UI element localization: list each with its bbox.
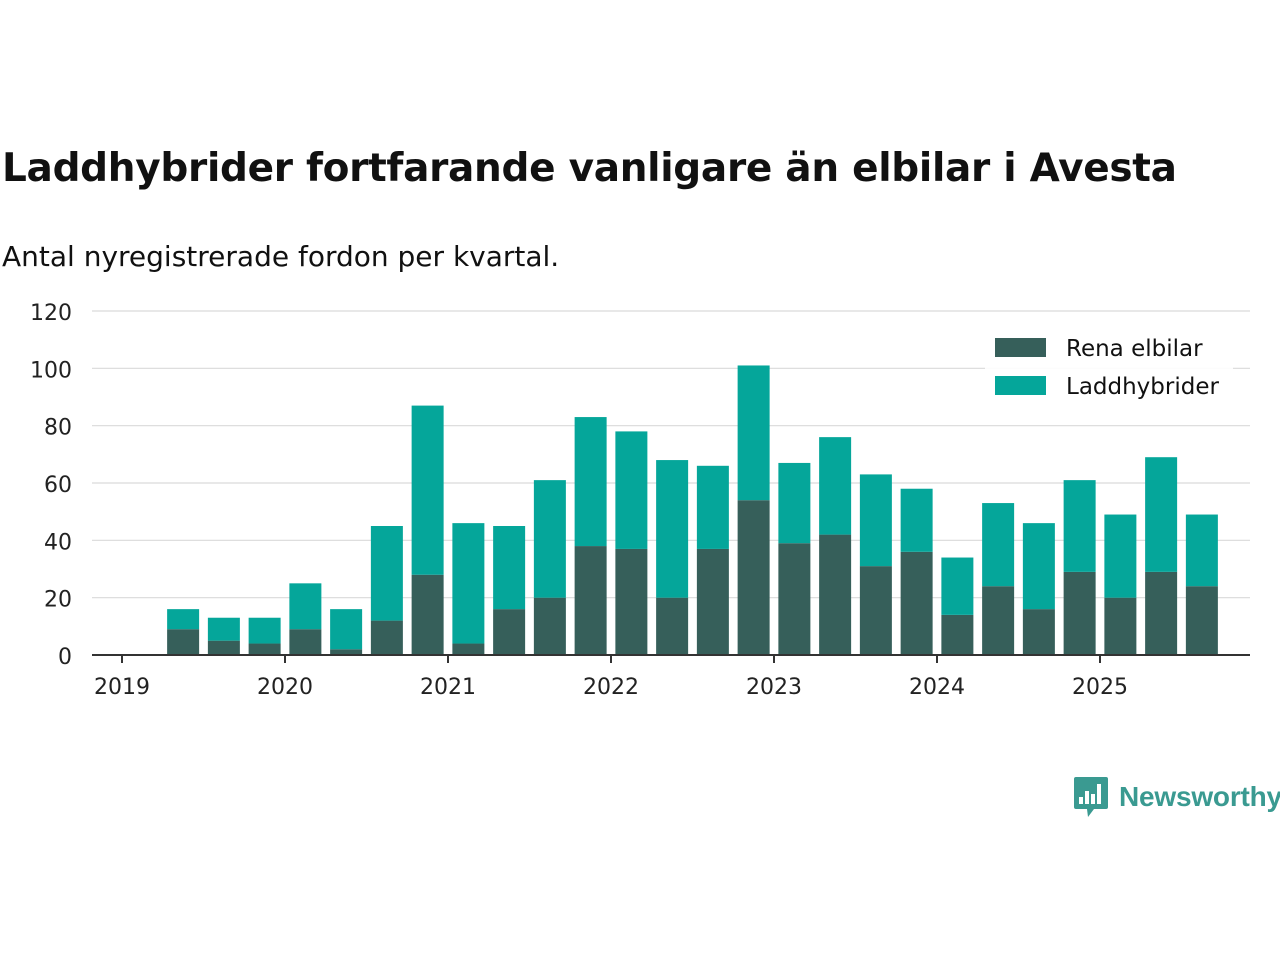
bar-laddhybrider (370, 526, 403, 621)
brand-name: Newsworthy (1119, 781, 1280, 812)
bar-laddhybrider (452, 523, 485, 644)
newsworthy-icon (1074, 777, 1108, 817)
bar-rena-elbilar (696, 548, 729, 655)
chart-subtitle: Antal nyregistrerade fordon per kvartal. (2, 240, 560, 273)
bar-laddhybrider (819, 437, 852, 535)
chart-title: Laddhybrider fortfarande vanligare än el… (2, 146, 1177, 191)
bar-laddhybrider (941, 557, 974, 615)
legend-label: Rena elbilar (1066, 336, 1203, 362)
legend: Rena elbilar Laddhybrider (985, 328, 1233, 406)
legend-label: Laddhybrider (1066, 374, 1219, 400)
bar-laddhybrider (696, 465, 729, 549)
y-tick-label: 120 (30, 301, 72, 326)
legend-swatch (995, 338, 1046, 357)
bar-rena-elbilar (330, 649, 363, 655)
bar-laddhybrider (1185, 514, 1218, 587)
bar-rena-elbilar (411, 574, 444, 655)
x-tick-label: 2024 (909, 675, 965, 700)
bar-rena-elbilar (859, 566, 892, 655)
x-tick-label: 2025 (1072, 675, 1128, 700)
x-tick-label: 2020 (257, 675, 313, 700)
x-tick-label: 2022 (583, 675, 639, 700)
legend-swatch (995, 376, 1046, 395)
bar-laddhybrider (411, 405, 444, 575)
bar-laddhybrider (1022, 523, 1055, 610)
x-tick-label: 2021 (420, 675, 476, 700)
bar-laddhybrider (493, 526, 526, 610)
bar-laddhybrider (248, 617, 281, 644)
bar-rena-elbilar (248, 643, 281, 655)
x-axis: 2019 2020 2021 2022 2023 2024 2025 (92, 654, 1250, 700)
bar-rena-elbilar (289, 629, 322, 655)
bar-laddhybrider (615, 431, 648, 549)
bar-rena-elbilar (941, 614, 974, 655)
bar-laddhybrider (778, 462, 811, 544)
bar-rena-elbilar (370, 620, 403, 655)
bar-laddhybrider (289, 583, 322, 630)
y-tick-label: 20 (44, 588, 72, 613)
bar-rena-elbilar (493, 609, 526, 655)
bar-rena-elbilar (533, 597, 566, 655)
bar-laddhybrider (533, 480, 566, 598)
y-axis: 0 20 40 60 80 100 120 (30, 301, 72, 670)
bar-rena-elbilar (1185, 586, 1218, 655)
bar-laddhybrider (1063, 480, 1096, 572)
x-tick-label: 2023 (746, 675, 802, 700)
bar-rena-elbilar (207, 640, 240, 655)
bar-laddhybrider (656, 460, 689, 598)
bar-laddhybrider (167, 609, 200, 630)
bar-laddhybrider (900, 488, 933, 552)
x-tick-label: 2019 (94, 675, 150, 700)
bar-rena-elbilar (615, 548, 648, 655)
bar-laddhybrider (574, 417, 607, 547)
y-tick-label: 80 (44, 416, 72, 441)
bar-laddhybrider (330, 609, 363, 650)
bar-rena-elbilar (167, 629, 200, 655)
bar-rena-elbilar (1063, 571, 1096, 655)
bar-laddhybrider (859, 474, 892, 567)
bar-rena-elbilar (819, 534, 852, 655)
bar-rena-elbilar (900, 551, 933, 655)
bar-laddhybrider (207, 617, 240, 641)
bar-laddhybrider (1104, 514, 1137, 598)
bar-rena-elbilar (982, 586, 1015, 655)
bar-rena-elbilar (574, 546, 607, 655)
bar-rena-elbilar (452, 643, 485, 655)
bar-rena-elbilar (1104, 597, 1137, 655)
y-tick-label: 60 (44, 473, 72, 498)
bar-rena-elbilar (737, 500, 770, 655)
bar-laddhybrider (982, 503, 1015, 587)
y-tick-label: 0 (58, 645, 72, 670)
bar-laddhybrider (1145, 457, 1178, 572)
brand-logo: Newsworthy (1073, 776, 1280, 818)
y-tick-label: 40 (44, 530, 72, 555)
bar-rena-elbilar (778, 543, 811, 655)
bar-rena-elbilar (656, 597, 689, 655)
bar-rena-elbilar (1145, 571, 1178, 655)
bar-laddhybrider (737, 365, 770, 501)
bars (167, 365, 1218, 655)
y-tick-label: 100 (30, 358, 72, 383)
bar-rena-elbilar (1022, 609, 1055, 655)
